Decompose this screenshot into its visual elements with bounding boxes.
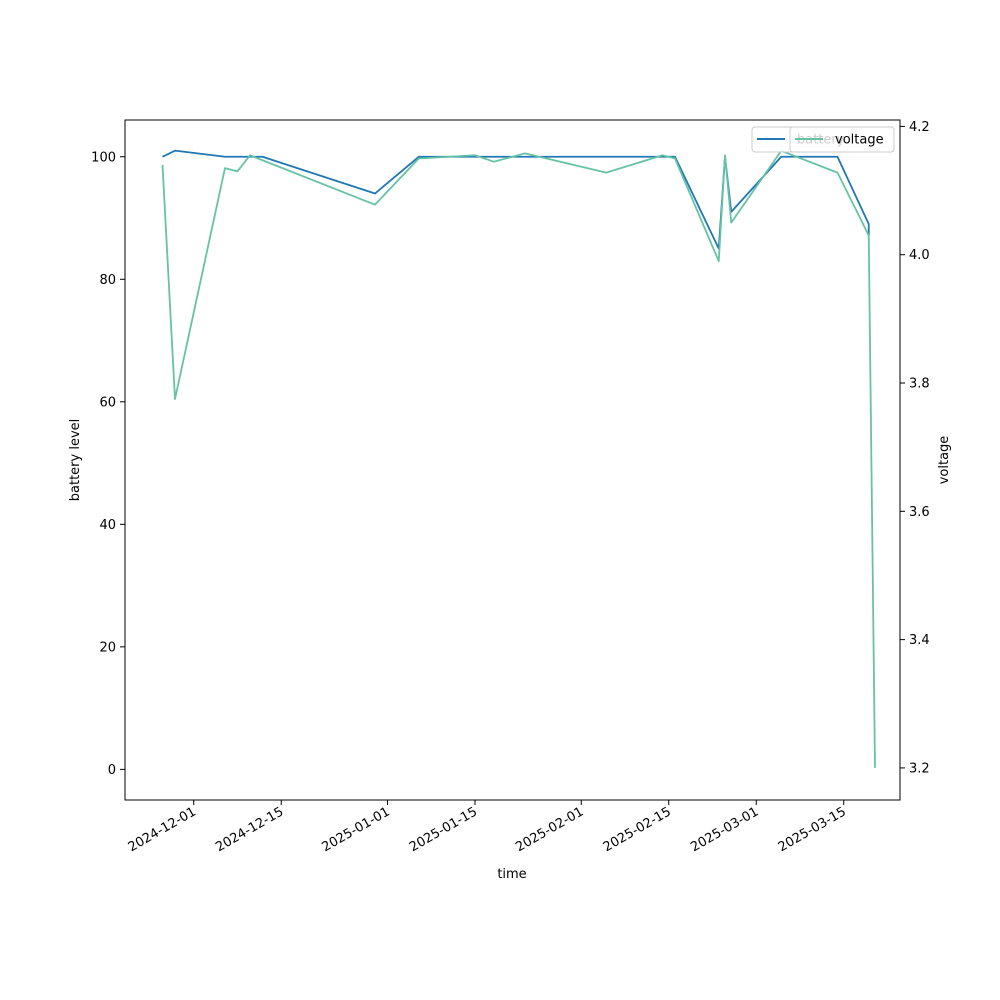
x-tick-label: 2025-01-15 — [407, 804, 480, 855]
y2-axis-ticks: 3.2 3.4 3.6 3.8 4.0 4.2 — [900, 120, 930, 776]
y-tick-label: 60 — [99, 395, 116, 410]
y-axis-ticks: 0 20 40 60 80 100 — [91, 150, 125, 778]
y2-tick-label: 4.0 — [909, 248, 930, 263]
x-tick-label: 2024-12-15 — [213, 804, 286, 855]
y-tick-label: 0 — [108, 763, 116, 778]
y-tick-label: 40 — [99, 518, 116, 533]
x-tick-label: 2025-02-01 — [513, 804, 586, 855]
x-axis-ticks: 2024-12-01 2024-12-15 2025-01-01 2025-01-15… — [126, 800, 849, 855]
y2-tick-label: 3.6 — [909, 505, 930, 520]
legend-layer: batteryvoltage — [751, 126, 895, 153]
series-layer — [161, 149, 876, 768]
x-tick-label: 2024-12-01 — [126, 804, 199, 855]
y2-tick-label: 3.8 — [909, 377, 930, 392]
y2-tick-label: 3.2 — [909, 761, 930, 776]
y-tick-label: 100 — [91, 150, 116, 165]
plot-frame — [124, 119, 901, 801]
y2-axis-label: voltage — [937, 436, 952, 485]
x-axis-label: time — [497, 867, 526, 882]
y-axis-label: battery level — [68, 419, 83, 502]
legend-box — [789, 126, 895, 153]
y-tick-label: 80 — [99, 273, 116, 288]
series-line-battery — [162, 149, 870, 250]
legend-label-voltage: voltage — [835, 133, 884, 148]
y-tick-label: 20 — [99, 640, 116, 655]
series-line-voltage — [161, 149, 876, 768]
y2-tick-label: 4.2 — [909, 120, 930, 135]
y2-tick-label: 3.4 — [909, 633, 930, 648]
x-tick-label: 2025-01-01 — [320, 804, 393, 855]
x-tick-label: 2025-03-01 — [688, 804, 761, 855]
x-tick-label: 2025-02-15 — [601, 804, 674, 855]
x-tick-label: 2025-03-15 — [776, 804, 849, 855]
